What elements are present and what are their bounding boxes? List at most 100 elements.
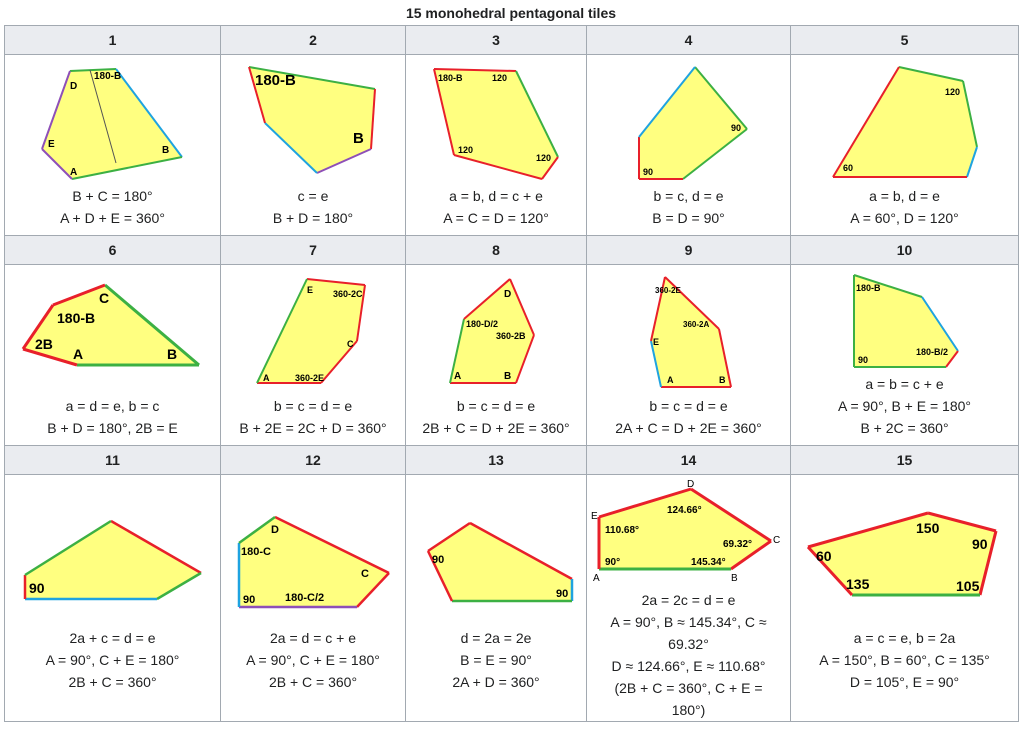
tile-equation: 2a = d = c + e	[269, 630, 356, 646]
col-header: 14	[586, 445, 791, 475]
tile-13-figure[interactable]: 90 90	[412, 503, 580, 627]
label-a: A	[73, 346, 83, 362]
tile-10-figure[interactable]: 180-B 90 180-B/2	[845, 269, 964, 373]
tile-equation: A + D + E = 360°	[60, 210, 165, 226]
tile-cell-12: D 180-C C 90 180-C/2 2a = d = c + e A = …	[220, 474, 406, 722]
col-header: 15	[790, 445, 1019, 475]
tile-equation: B + 2E = 2C + D = 360°	[239, 420, 387, 436]
tile-equation: b = c = d = e	[273, 398, 353, 414]
tile-cell-7: E 360-2C C A 360-2E b = c = d = e B + 2E…	[220, 264, 406, 446]
tiles-table: 1 2 3 4 5 180-B D E A B	[4, 25, 1019, 722]
tile-equation: a = b, d = c + e	[449, 188, 543, 204]
tile-equation: b = c = d = e	[456, 398, 536, 414]
label-a: A	[593, 573, 600, 584]
tile-equation: A = 90°, B + E = 180°	[837, 398, 971, 414]
label-180-b: 180-B	[57, 310, 95, 326]
label-120: 120	[536, 153, 551, 163]
tile-11-figure[interactable]: 90	[10, 503, 215, 627]
label-120: 120	[945, 87, 960, 97]
label-360-2e: 360-2E	[655, 286, 681, 295]
tile-equation: B = D = 90°	[652, 210, 725, 226]
label-a: A	[454, 371, 461, 382]
label-360-2a: 360-2A	[683, 320, 709, 329]
header-row: 6 7 8 9 10	[4, 235, 1019, 265]
tile-12-figure[interactable]: D 180-C C 90 180-C/2	[229, 503, 397, 627]
label-e: E	[48, 139, 55, 150]
tile-cell-3: 180-B 120 120 120 a = b, d = c + e A = C…	[405, 54, 587, 236]
label-c: C	[99, 290, 109, 306]
tile-9-figure[interactable]: 360-2E 360-2A E A B	[638, 269, 739, 395]
label-180-d-2: 180-D/2	[466, 319, 498, 329]
tile-equation: 2B + C = 360°	[268, 674, 358, 690]
label-90: 90	[432, 554, 444, 566]
tile-equation: a = b, d = e	[869, 188, 940, 204]
tile-3-figure[interactable]: 180-B 120 120 120	[426, 59, 566, 185]
col-header: 3	[405, 25, 587, 55]
tile-7-figure[interactable]: E 360-2C C A 360-2E	[249, 269, 377, 395]
tile-5-figure[interactable]: 120 60	[826, 59, 983, 185]
tile-6-figure[interactable]: C 180-B 2B A B	[14, 269, 211, 395]
label-69-32: 69.32°	[723, 539, 752, 550]
col-header: 2	[220, 25, 406, 55]
label-180-c-2: 180-C/2	[285, 592, 324, 604]
table-caption: 15 monohedral pentagonal tiles	[405, 5, 617, 21]
label-90: 90	[643, 167, 653, 177]
label-145-34: 145.34°	[691, 557, 726, 568]
label-a: A	[263, 373, 270, 383]
col-header: 10	[790, 235, 1019, 265]
tile-equation: B + C = 180°	[72, 188, 153, 204]
tile-equation: B + D = 180°, 2B = E	[47, 420, 178, 436]
label-360-2b: 360-2B	[496, 331, 526, 341]
label-b: B	[719, 375, 726, 385]
label-110-68: 110.68°	[605, 525, 639, 536]
label-120: 120	[458, 145, 473, 155]
tile-cell-15: 150 90 60 135 105 a = c = e, b = 2a A = …	[790, 474, 1019, 722]
label-c: C	[347, 339, 354, 349]
label-90: 90	[29, 580, 45, 596]
label-180-b: 180-B	[856, 283, 881, 293]
label-b: B	[353, 130, 364, 147]
tile-equation: A = 60°, D = 120°	[850, 210, 959, 226]
tile-cell-1: 180-B D E A B B + C = 180° A + D + E = 3…	[4, 54, 221, 236]
tile-equation: B = E = 90°	[460, 652, 532, 668]
tile-cell-13: 90 90 d = 2a = 2e B = E = 90° 2A + D = 3…	[405, 474, 587, 722]
header-row: 1 2 3 4 5	[4, 25, 1019, 55]
tile-1-figure[interactable]: 180-B D E A B	[35, 59, 190, 185]
tile-14-figure[interactable]: D E 124.66° 110.68° 69.32° 90° 145.34° A…	[590, 479, 787, 589]
tile-cell-9: 360-2E 360-2A E A B b = c = d = e 2A + C…	[586, 264, 791, 446]
tile-8-figure[interactable]: D 180-D/2 360-2B A B	[440, 269, 552, 395]
label-a: A	[70, 167, 77, 178]
tile-4-figure[interactable]: 90 90	[622, 59, 755, 185]
tile-equation: A = 90°, C + E = 180°	[246, 652, 380, 668]
tile-cell-6: C 180-B 2B A B a = d = e, b = c B + D = …	[4, 264, 221, 446]
header-row: 11 12 13 14 15	[4, 445, 1019, 475]
label-180-b: 180-B	[255, 72, 296, 89]
tile-cell-14: D E 124.66° 110.68° 69.32° 90° 145.34° A…	[586, 474, 791, 722]
col-header: 11	[4, 445, 221, 475]
label-c: C	[773, 535, 780, 546]
col-header: 4	[586, 25, 791, 55]
tile-row: C 180-B 2B A B a = d = e, b = c B + D = …	[4, 264, 1019, 446]
label-180-b: 180-B	[94, 71, 121, 82]
tile-15-figure[interactable]: 150 90 60 135 105	[799, 503, 1010, 627]
tile-equation: a = c = e, b = 2a	[853, 630, 956, 646]
label-90: 90	[556, 588, 568, 600]
tile-2-figure[interactable]: 180-B B	[239, 59, 387, 185]
label-150: 150	[916, 520, 940, 536]
label-d: D	[504, 289, 511, 300]
tile-equation: B + 2C = 360°	[860, 420, 949, 436]
label-b: B	[504, 371, 511, 382]
tile-equation: (2B + C = 360°, C + E =	[614, 680, 763, 696]
tile-equation: A = C = D = 120°	[443, 210, 549, 226]
label-e: E	[307, 285, 313, 295]
col-header: 1	[4, 25, 221, 55]
label-90: 90°	[605, 557, 620, 568]
tile-cell-5: 120 60 a = b, d = e A = 60°, D = 120°	[790, 54, 1019, 236]
label-90: 90	[972, 536, 988, 552]
col-header: 6	[4, 235, 221, 265]
label-124-66: 124.66°	[667, 505, 702, 516]
col-header: 5	[790, 25, 1019, 55]
label-90: 90	[243, 594, 255, 606]
label-105: 105	[956, 578, 980, 594]
col-header: 9	[586, 235, 791, 265]
